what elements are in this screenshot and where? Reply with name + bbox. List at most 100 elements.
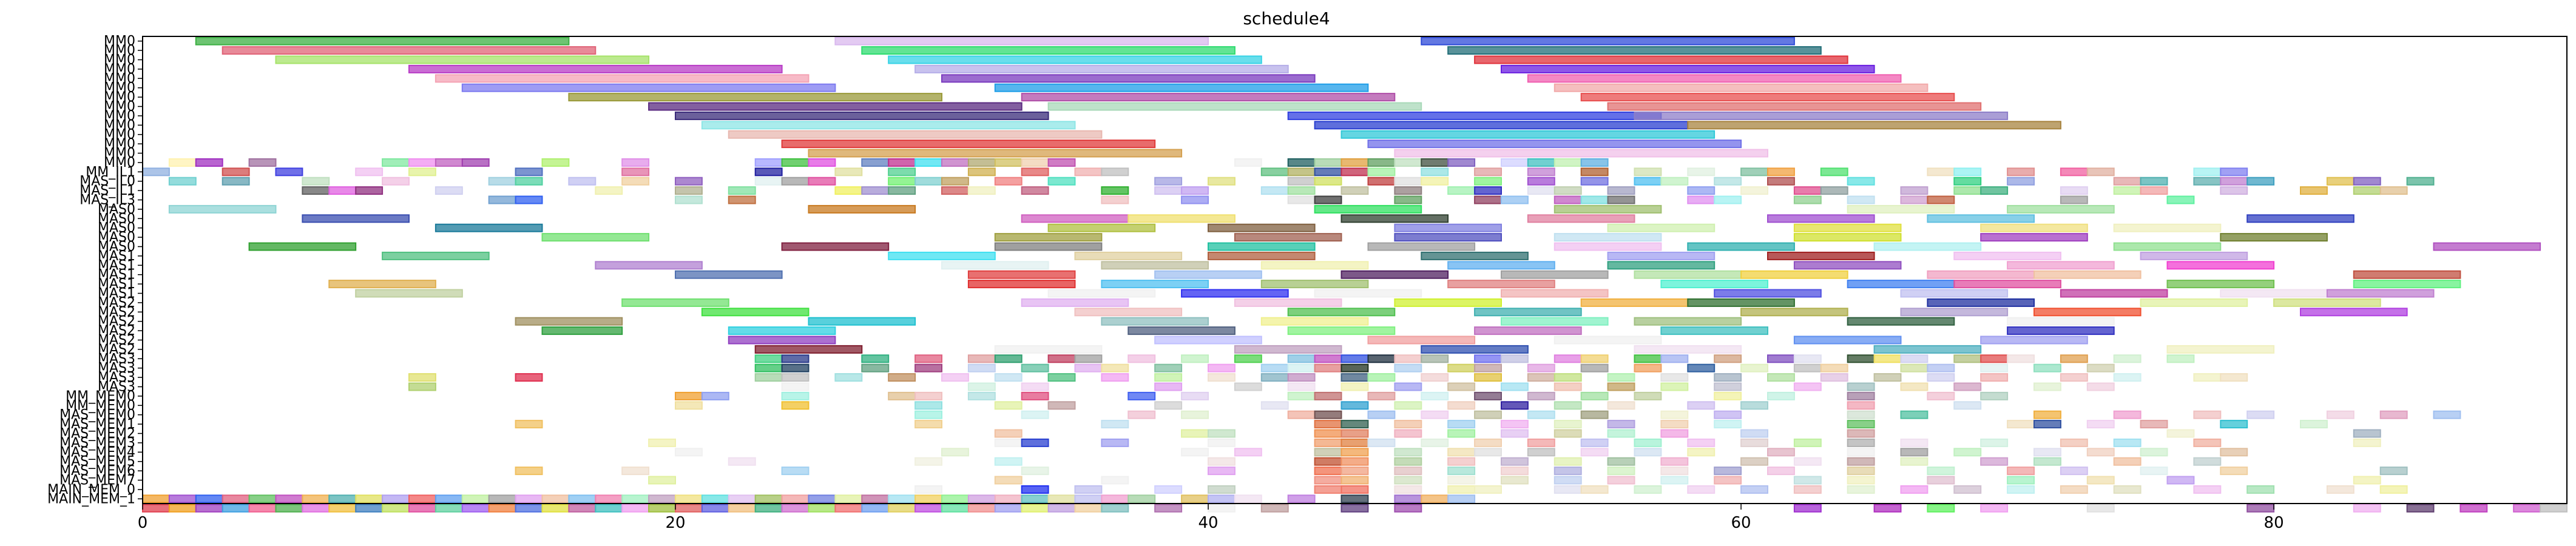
task-bar [1687,448,1716,457]
task-bar [1101,186,1129,195]
task-bar [1367,438,1396,447]
task-bar [1047,373,1076,382]
task-bar [1340,363,1369,372]
task-bar [1447,429,1476,438]
task-bar [1314,354,1342,363]
task-bar [1234,448,1262,457]
task-bar [834,494,863,504]
task-bar [2033,410,2061,419]
task-bar [2113,438,2142,447]
y-tick-label: MAS_MEM3 [59,436,135,451]
task-bar [967,158,996,167]
task-bar [1101,420,1129,429]
task-bar [1714,289,1822,298]
task-bar [1927,195,1955,204]
task-bar [1314,121,1689,130]
task-bar [2086,448,2115,457]
task-bar [861,354,890,363]
task-bar [1847,476,1875,485]
task-bar [728,326,836,335]
task-bar [1021,214,1129,223]
task-bar [1660,420,1689,429]
task-bar [2033,448,2061,457]
task-bar [1793,186,1822,195]
task-bar [1634,270,1742,279]
task-bar [2060,485,2088,494]
task-bar [1287,363,1316,372]
task-bar [1021,494,1049,504]
task-bar [1527,410,1555,419]
task-bar [1474,438,1503,447]
task-bar [1714,373,1742,382]
task-bar [2113,457,2142,466]
task-bar [914,494,942,504]
task-bar [1767,354,1795,363]
task-bar [1394,195,1422,204]
task-bar [967,167,996,177]
task-bar [1181,494,1209,504]
task-bar [1287,373,1316,382]
task-bar [1074,504,1103,513]
task-bar [1793,457,1822,466]
y-tick-label: MAS2 [98,323,135,339]
task-bar [1474,373,1503,382]
task-bar [1314,448,1342,457]
task-bar [1553,195,1582,204]
task-bar [1447,46,1822,55]
task-bar [1394,149,1768,158]
y-tick-label: MM0 [104,146,135,161]
task-bar [1660,467,1689,476]
task-bar [675,504,703,513]
task-bar [1607,382,1635,391]
task-bar [1021,410,1049,419]
task-bar [1553,476,1582,485]
task-bar [1340,130,1716,139]
task-bar [1367,391,1396,400]
task-bar [2220,420,2248,429]
task-bar [1287,158,1316,167]
task-bar [621,494,650,504]
task-bar [2007,476,2035,485]
task-bar [1127,391,1156,400]
task-bar [701,391,729,400]
y-tick-label: MAS_IL3 [79,193,135,208]
task-bar [1740,438,1769,447]
task-bar [1927,467,1955,476]
task-bar [1021,504,1049,513]
task-bar [302,186,330,195]
task-bar [1021,93,1396,102]
task-bar [1234,382,1262,391]
task-bar [2060,438,2088,447]
task-bar [1260,186,1289,195]
task-bar [2033,457,2061,466]
task-bar [1101,438,1129,447]
task-bar [675,270,783,279]
task-bar [834,373,863,382]
task-bar [1447,186,1476,195]
task-bar [1607,420,1635,429]
task-bar [1553,186,1582,195]
task-bar [1367,242,1476,251]
task-bar [1900,186,1929,195]
task-bar [1047,494,1076,504]
task-bar [2433,242,2541,251]
task-bar [728,457,756,466]
task-bar [994,242,1103,251]
task-bar [1021,186,1049,195]
task-bar [1394,354,1422,363]
task-bar [754,177,783,186]
task-bar [781,363,810,372]
task-bar [1260,317,1369,326]
task-bar [994,401,1023,410]
task-bar [1367,410,1396,419]
task-bar [2353,280,2461,289]
task-bar [861,186,890,195]
task-bar [1208,177,1236,186]
task-bar [382,504,410,513]
task-bar [1767,391,1795,400]
task-bar [1447,363,1476,372]
task-bar [888,373,916,382]
task-bar [1447,280,1555,289]
task-bar [1208,485,1236,494]
task-bar [1501,429,1529,438]
